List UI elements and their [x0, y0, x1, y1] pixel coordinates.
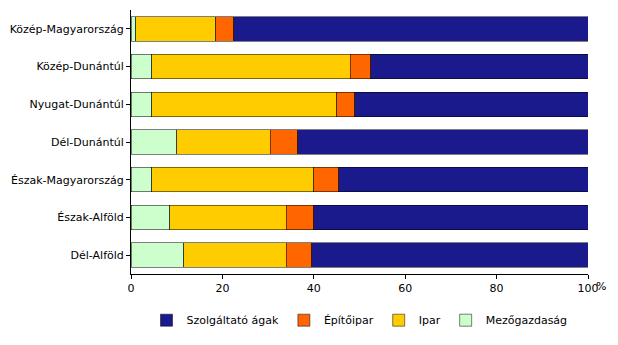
svg-text:Építőipar: Építőipar [324, 314, 374, 327]
svg-text:20: 20 [215, 282, 229, 295]
svg-text:Dél-Alföld: Dél-Alföld [71, 249, 124, 262]
svg-text:%: % [596, 280, 606, 293]
svg-text:Ipar: Ipar [419, 314, 441, 327]
svg-text:Szolgáltató ágak: Szolgáltató ágak [187, 314, 279, 327]
svg-text:80: 80 [490, 282, 504, 295]
svg-text:60: 60 [398, 282, 412, 295]
svg-text:0: 0 [128, 282, 135, 295]
svg-text:Nyugat-Dunántúl: Nyugat-Dunántúl [30, 98, 124, 111]
svg-text:Közép-Magyarország: Közép-Magyarország [10, 23, 124, 36]
svg-text:Dél-Dunántúl: Dél-Dunántúl [51, 136, 124, 149]
svg-text:40: 40 [307, 282, 321, 295]
svg-text:Mezőgazdaság: Mezőgazdaság [486, 314, 567, 327]
svg-text:Észak-Magyarország: Észak-Magyarország [11, 174, 124, 187]
svg-text:Észak-Alföld: Észak-Alföld [57, 211, 124, 224]
svg-text:Közép-Dunántúl: Közép-Dunántúl [36, 60, 123, 73]
svg-text:100: 100 [578, 282, 599, 295]
